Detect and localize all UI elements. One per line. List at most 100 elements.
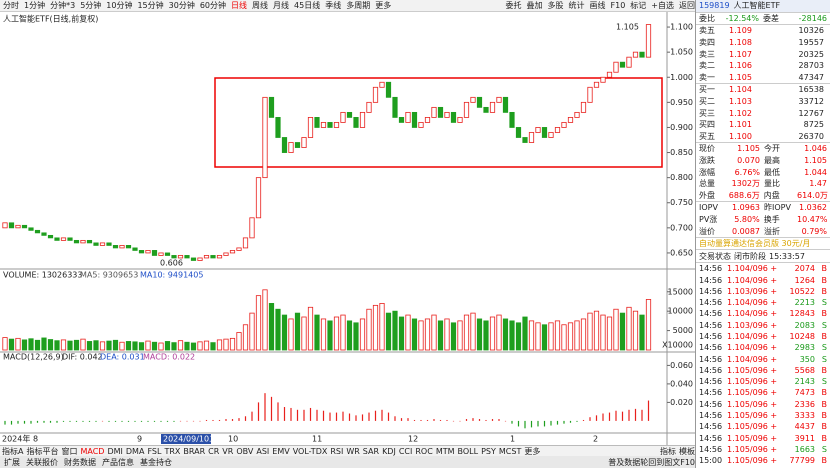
bottom-tab[interactable]: 产品信息 <box>102 457 134 467</box>
toolbar-tab[interactable]: 30分钟 <box>168 1 195 10</box>
indicator-tab[interactable]: ROC <box>415 446 433 456</box>
trade-time: 14:56 <box>699 433 723 443</box>
order-price: 1.108 <box>729 38 752 48</box>
indicator-tab[interactable]: RSI <box>330 446 344 456</box>
toolbar-button[interactable]: 叠加 <box>526 1 543 10</box>
macd-bar <box>218 419 221 421</box>
indicator-tab[interactable]: WR <box>346 446 360 456</box>
promo[interactable]: 自动量算通达信会员版 30元/月 <box>696 236 830 250</box>
macd-bar <box>108 420 110 422</box>
indicator-tab[interactable]: SAR <box>362 446 380 456</box>
bottom-tab[interactable]: 基金持仓 <box>140 457 172 467</box>
trade-row: 14:56 1.104/096 + 350 S <box>696 353 830 364</box>
toolbar-tab[interactable]: 周线 <box>252 1 269 10</box>
indicator-tab[interactable]: FSL <box>147 446 162 456</box>
toolbar-tab[interactable]: 日线 <box>231 1 248 10</box>
indicator-tab[interactable]: CR <box>208 446 220 456</box>
macd-bar <box>140 420 143 422</box>
indicator-tab[interactable]: MTM <box>435 446 455 456</box>
candle <box>190 257 197 261</box>
indicator-tab[interactable]: 指标A <box>2 446 24 456</box>
volume-bar <box>437 320 444 351</box>
toolbar-button[interactable]: 画线 <box>589 1 606 10</box>
indicator-tab[interactable]: VR <box>222 446 234 456</box>
indicator-tab[interactable]: 更多 <box>524 446 541 456</box>
macd-bar <box>62 420 65 422</box>
indicator-tab[interactable]: MCST <box>498 446 522 456</box>
candle <box>8 222 15 229</box>
date-label: 8 <box>33 435 38 444</box>
toolbar-tab[interactable]: 15分钟 <box>137 1 164 10</box>
y-tick-label: 0.900 <box>670 123 693 132</box>
volume-bar <box>346 320 353 351</box>
toolbar-tab[interactable]: 多周期 <box>346 1 371 10</box>
volume-bar <box>54 340 60 351</box>
candle <box>132 247 138 251</box>
indicator-tab[interactable]: EMV <box>272 446 290 456</box>
indicator-tab[interactable]: MACD <box>80 446 105 456</box>
trade-side: B <box>821 275 828 285</box>
indicator-tab[interactable]: VOL-TDX <box>292 446 328 456</box>
trade-row: 14:56 1.105/096 + 2336 B <box>696 399 830 410</box>
toolbar: 分时 1分钟 分钟*3 5分钟 10分钟 15分钟 30分钟 60分钟 日线 周线 月线 45日线 季线… <box>0 0 695 12</box>
toolbar-button[interactable]: 统计 <box>568 1 585 10</box>
macd-bar <box>316 409 318 421</box>
toolbar-tab[interactable]: 分时 <box>3 1 19 10</box>
macd-bar <box>56 420 58 423</box>
toolbar-button[interactable]: 多股 <box>547 1 564 10</box>
indicator-tab[interactable]: DMA <box>125 446 145 456</box>
macd-bar <box>244 416 247 421</box>
candle <box>548 132 554 138</box>
toolbar-tab[interactable]: 5分钟 <box>80 1 102 10</box>
order-volume: 8725 <box>803 120 824 130</box>
volume-bar <box>177 340 184 351</box>
indicator-tab[interactable]: 窗口 <box>61 446 78 456</box>
macd-bar <box>114 420 117 422</box>
toolbar-tab[interactable]: 60分钟 <box>199 1 227 10</box>
trade-time: 14:56 <box>699 411 723 421</box>
stat-label: 最高 <box>764 156 781 166</box>
indicator-tab[interactable]: BRAR <box>183 446 206 456</box>
order-label: 买二 <box>699 97 715 107</box>
volume-bar <box>509 320 515 351</box>
candle <box>86 239 93 244</box>
trade-price: 1.105/096 + <box>727 444 778 454</box>
toolbar-button[interactable]: F10 <box>610 1 626 10</box>
toolbar-button[interactable]: 返回 <box>679 1 695 10</box>
date-label: 12 <box>408 435 418 444</box>
indicator-tab[interactable]: DMI <box>107 446 123 456</box>
candle <box>320 122 327 128</box>
toolbar-tab[interactable]: 10分钟 <box>106 1 133 10</box>
candle <box>164 252 171 256</box>
toolbar-button[interactable]: 标记 <box>630 1 647 10</box>
indicator-tab[interactable]: BOLL <box>457 446 479 456</box>
toolbar-tab[interactable]: 分钟*3 <box>50 1 76 10</box>
name: 人工智能ETF <box>733 1 781 11</box>
toolbar-button[interactable]: 委托 <box>505 1 522 10</box>
indicator-tab[interactable]: KDJ <box>382 446 396 456</box>
indicator-tab[interactable]: TRX <box>164 446 181 456</box>
indicator-tab[interactable]: OBV <box>236 446 254 456</box>
toolbar-button[interactable]: +自选 <box>651 1 674 10</box>
bottom-tab[interactable]: 财务数据 <box>64 457 96 467</box>
toolbar-tab[interactable]: 更多 <box>375 1 392 10</box>
candle <box>151 250 158 256</box>
indicator-tab[interactable]: PSY <box>481 446 496 456</box>
chart: 人工智能ETF(日线,前复权) 1.100 1.050 1.000 0.950 0.90… <box>0 12 695 445</box>
indicator-tab[interactable]: CCI <box>398 446 413 456</box>
toolbar-tab[interactable]: 1分钟 <box>24 1 46 10</box>
indicator-button[interactable]: 指标 <box>660 446 676 456</box>
trade-side: B <box>821 399 828 409</box>
indicator-tab[interactable]: ASI <box>256 446 270 456</box>
toolbar-tab[interactable]: 月线 <box>273 1 290 10</box>
trade-row: 14:56 1.105/096 + 3911 B <box>696 433 830 444</box>
indicator-tab[interactable]: 指标平台 <box>26 446 59 456</box>
toolbar-tab[interactable]: 季线 <box>325 1 342 10</box>
toolbar-tab[interactable]: 45日线 <box>294 1 321 10</box>
macd-bar <box>589 417 591 421</box>
highlight-box <box>214 77 663 168</box>
trade-row: 15:00 1.105/096 + 77799 B <box>696 455 830 466</box>
bottom-tab[interactable]: 扩展 <box>4 457 20 467</box>
indicator-button[interactable]: 模板 <box>679 446 695 456</box>
bottom-tab[interactable]: 关联报价 <box>26 457 58 467</box>
